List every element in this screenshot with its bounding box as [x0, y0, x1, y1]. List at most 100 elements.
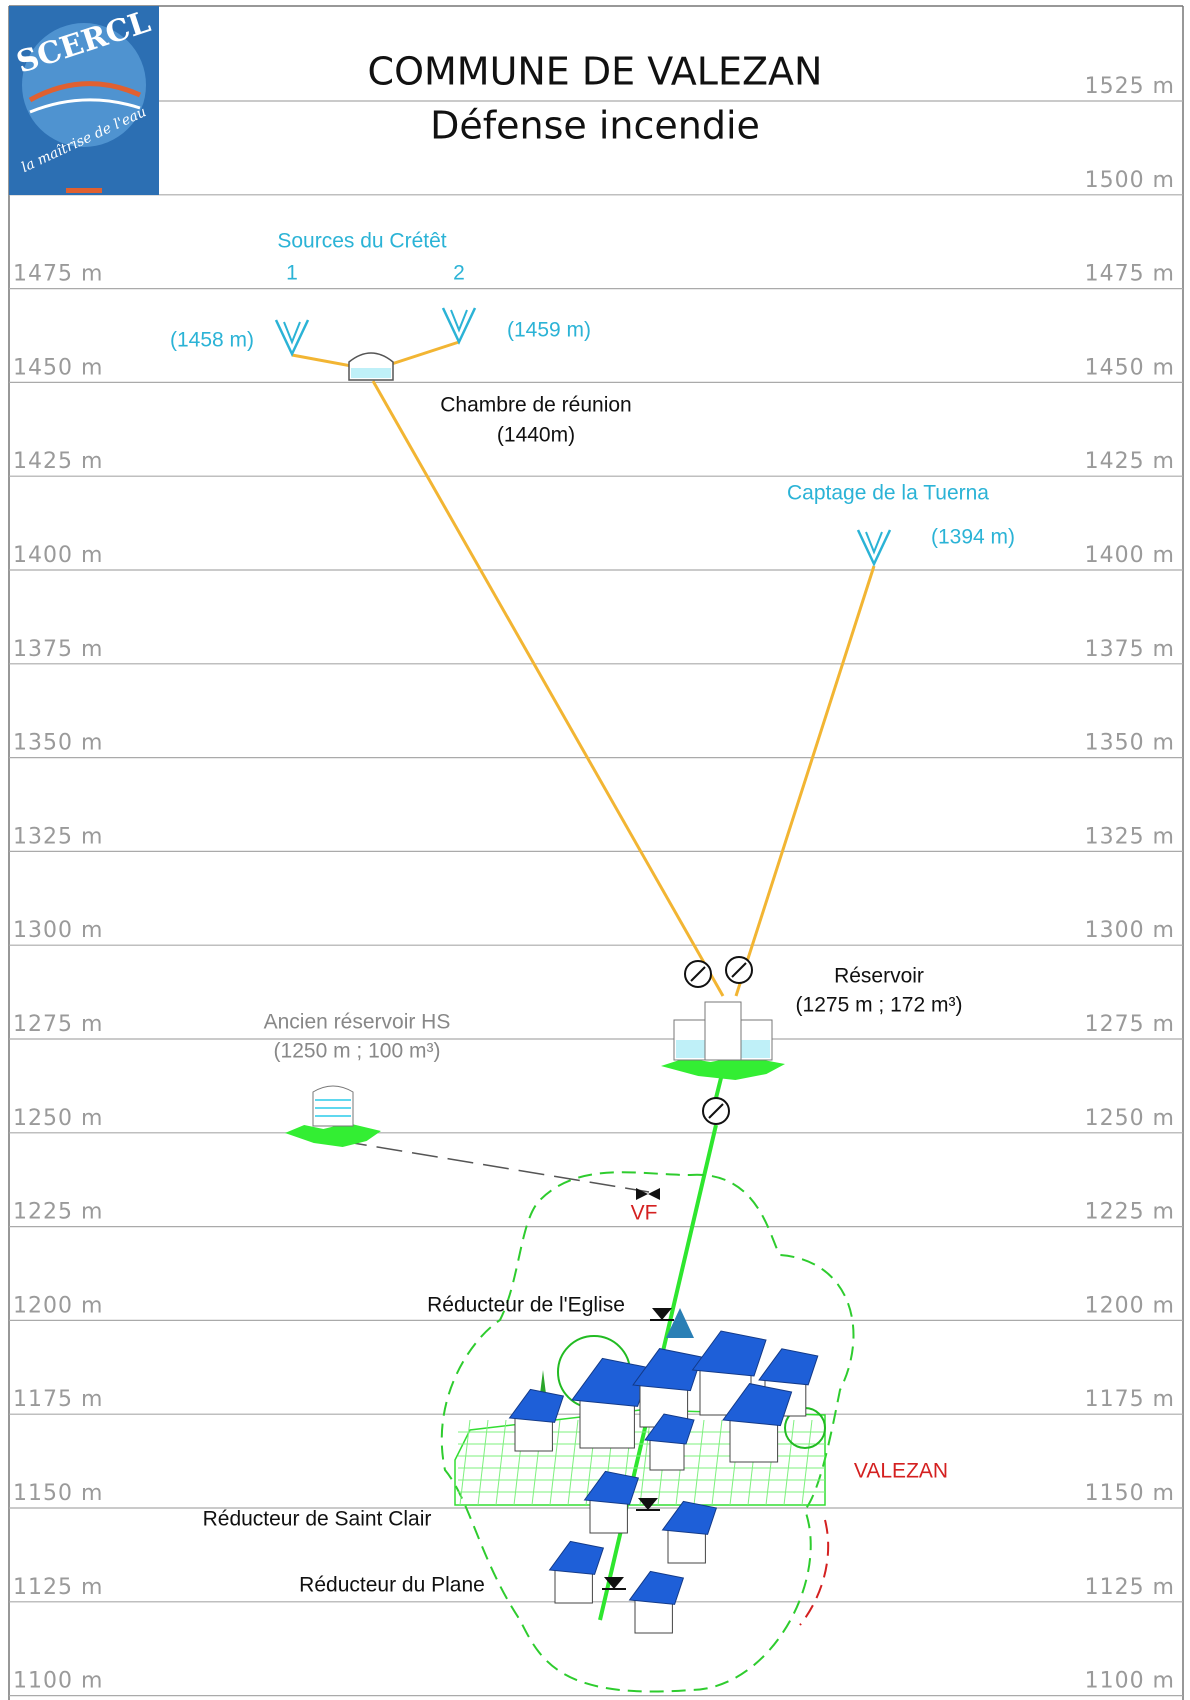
elevation-label: 1275 m — [1085, 1012, 1175, 1037]
elevation-label: 1150 m — [13, 1481, 103, 1506]
elevation-label: 1350 m — [1085, 731, 1175, 756]
house — [514, 1417, 553, 1452]
old-pipe — [340, 1140, 650, 1193]
house-roof — [583, 1470, 640, 1505]
reducer-label: Réducteur du Plane — [299, 1574, 485, 1597]
elevation-label: 1375 m — [1085, 637, 1175, 662]
spring — [274, 319, 310, 357]
terrain-mesh — [801, 1419, 813, 1506]
reducer — [604, 1577, 624, 1589]
house — [729, 1419, 779, 1463]
elevation-label: 1350 m — [13, 731, 103, 756]
house-roof — [758, 1348, 819, 1386]
house-roof — [691, 1330, 767, 1377]
spring — [865, 531, 883, 555]
house — [667, 1529, 706, 1564]
meter-needle — [708, 1103, 724, 1119]
elevation-label: 1325 m — [1085, 824, 1175, 849]
ground — [661, 1056, 785, 1080]
elevation-label: 1125 m — [13, 1575, 103, 1600]
elevation-label: 1225 m — [1085, 1200, 1175, 1225]
elevation-label: 1325 m — [13, 824, 103, 849]
old-reservoir-label: Ancien réservoir HS — [264, 1011, 451, 1034]
terrain-mesh — [459, 1419, 471, 1506]
reservoir-label: Réservoir — [834, 965, 924, 988]
elevation-label: 1100 m — [13, 1669, 103, 1694]
old-reservoir — [312, 1085, 354, 1127]
elevation-label: 1275 m — [13, 1012, 103, 1037]
elevation-label: 1150 m — [1085, 1481, 1175, 1506]
elevation-label: 1400 m — [13, 543, 103, 568]
house-roof — [508, 1388, 565, 1423]
elevation-label: 1100 m — [1085, 1669, 1175, 1694]
reservoir-detail: (1275 m ; 172 m³) — [796, 994, 963, 1017]
elevation-label: 1300 m — [1085, 918, 1175, 943]
terrain-mesh — [567, 1419, 579, 1506]
elevation-label: 1250 m — [1085, 1106, 1175, 1131]
elevation-label: 1225 m — [13, 1200, 103, 1225]
village-outline — [440, 1171, 855, 1693]
chamber-label: Chambre de réunion — [440, 394, 631, 417]
house-roof — [644, 1413, 695, 1445]
logo-wave — [28, 81, 142, 103]
elevation-label: 1400 m — [1085, 543, 1175, 568]
source-elevation: (1459 m) — [507, 319, 591, 342]
elevation-label: 1450 m — [1085, 355, 1175, 380]
valve-label: VF — [631, 1202, 658, 1225]
terrain-mesh — [639, 1419, 651, 1506]
elevation-label: 1525 m — [1085, 74, 1175, 99]
terrain-mesh — [711, 1419, 723, 1506]
title: COMMUNE DE VALEZAN — [368, 50, 823, 94]
elevation-label: 1450 m — [13, 355, 103, 380]
terrain — [454, 1409, 826, 1506]
symbols — [274, 307, 892, 1634]
spring — [450, 309, 468, 333]
spring — [856, 529, 892, 567]
meter-needle — [731, 962, 747, 978]
logo-wave — [29, 98, 141, 114]
captage-label: Captage de la Tuerna — [787, 482, 989, 505]
chamber-elevation: (1440m) — [497, 424, 575, 447]
ground — [285, 1123, 381, 1147]
old-reservoir-detail: (1250 m ; 100 m³) — [274, 1040, 441, 1063]
valve — [636, 1188, 648, 1200]
house-roof — [628, 1570, 685, 1605]
elevation-label: 1250 m — [13, 1106, 103, 1131]
terrain-mesh — [693, 1419, 705, 1506]
logo-bar — [66, 188, 102, 193]
spring — [441, 307, 477, 345]
source-id: 2 — [453, 262, 465, 285]
house — [554, 1569, 593, 1604]
elevation-label: 1175 m — [1085, 1387, 1175, 1412]
terrain-mesh — [477, 1419, 489, 1506]
valve — [648, 1188, 660, 1200]
house-roof — [661, 1500, 718, 1535]
red-boundary — [799, 1519, 830, 1626]
captage-elevation: (1394 m) — [931, 526, 1015, 549]
elevation-label: 1375 m — [13, 637, 103, 662]
reservoir-tower — [704, 1001, 742, 1061]
elevation-label: 1475 m — [13, 262, 103, 287]
terrain-mesh — [783, 1419, 795, 1506]
elevation-scale: 1525 m 1500 m 1475 m 1475 m 1450 m 1450 m 1425… — [9, 74, 1183, 1697]
church-spire — [666, 1308, 694, 1338]
reducer-label: Réducteur de l'Eglise — [427, 1294, 625, 1317]
elevation-label: 1175 m — [13, 1387, 103, 1412]
logo: SCERCL la maîtrise de l'eau — [9, 5, 159, 195]
meter-needle — [690, 966, 706, 982]
pipe — [371, 380, 725, 997]
elevation-label: 1500 m — [1085, 168, 1175, 193]
source-id: 1 — [286, 262, 298, 285]
elevation-label: 1425 m — [13, 449, 103, 474]
elevation-label: 1125 m — [1085, 1575, 1175, 1600]
elevation-label: 1200 m — [1085, 1293, 1175, 1318]
spring — [283, 321, 301, 345]
reducer — [652, 1308, 672, 1320]
house — [589, 1499, 628, 1534]
elevation-label: 1300 m — [13, 918, 103, 943]
source-elevation: (1458 m) — [170, 329, 254, 352]
terrain-mesh — [549, 1419, 561, 1506]
pipe — [734, 565, 876, 997]
reducer-label: Réducteur de Saint Clair — [203, 1508, 432, 1531]
